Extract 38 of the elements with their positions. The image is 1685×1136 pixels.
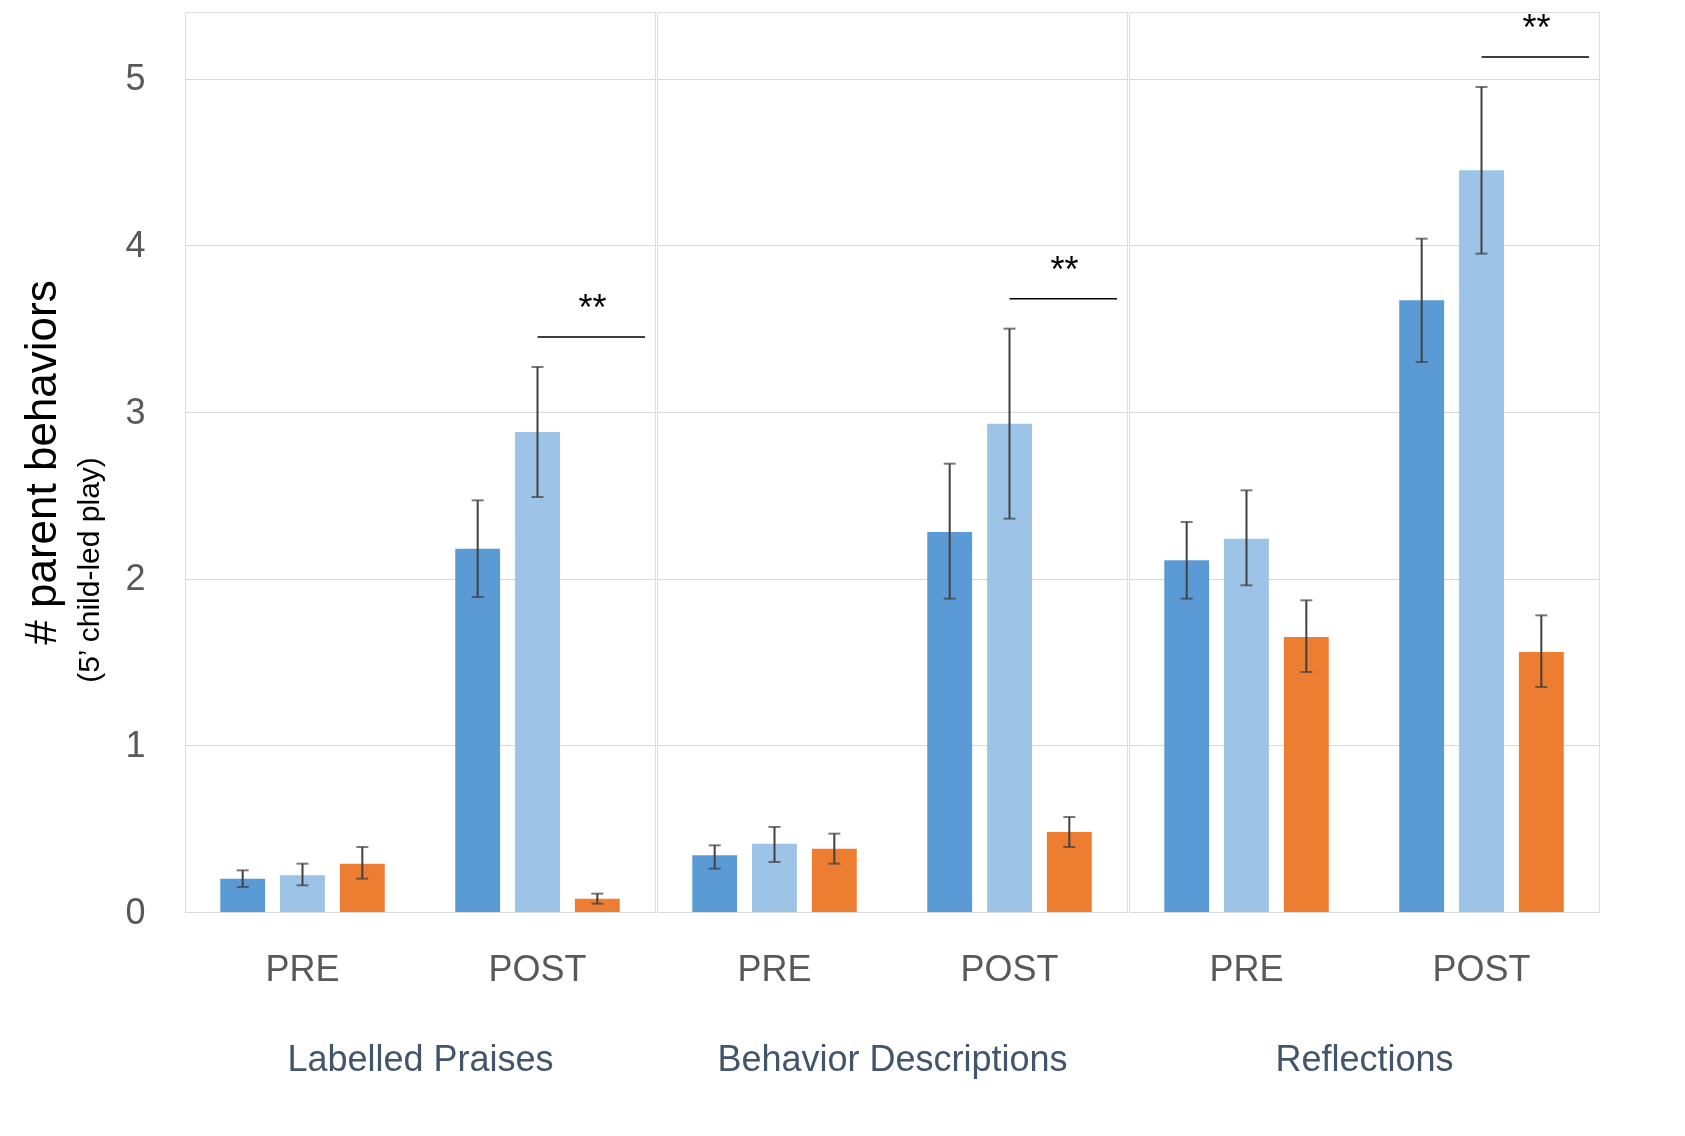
bar	[1283, 637, 1329, 912]
bar	[692, 855, 738, 912]
bar	[574, 898, 620, 912]
x-axis-title: Labelled Praises	[287, 1037, 554, 1079]
x-axis-title: Behavior Descriptions	[717, 1037, 1068, 1079]
bar	[1459, 170, 1504, 912]
y-tick-label: 5	[125, 57, 146, 99]
x-axis-title: Reflections	[1275, 1037, 1454, 1079]
bar	[1399, 300, 1445, 912]
text: (5’ child-led play)	[72, 457, 105, 683]
annotation: **	[578, 287, 607, 328]
bar	[1518, 652, 1564, 912]
x-tick-label: PRE	[1209, 947, 1284, 989]
x-tick-label: PRE	[737, 947, 812, 989]
bar	[752, 843, 797, 912]
bar	[339, 863, 385, 912]
y-tick-label: 1	[125, 723, 146, 765]
x-tick-label: POST	[960, 947, 1059, 989]
bar	[1224, 538, 1269, 912]
annotation: **	[1050, 248, 1079, 290]
bar	[1164, 560, 1210, 912]
bar	[1046, 832, 1092, 912]
y-tick-label: 4	[125, 223, 146, 265]
bar	[987, 423, 1032, 912]
y-tick-label: 0	[125, 890, 146, 932]
bar	[220, 878, 266, 912]
bar	[515, 432, 560, 912]
bar	[455, 548, 501, 912]
bar	[280, 875, 325, 912]
y-tick-label: 3	[125, 390, 146, 432]
annotation: **	[1522, 7, 1551, 48]
x-tick-label: PRE	[265, 947, 340, 989]
bar	[927, 532, 973, 912]
y-tick-label: 2	[125, 557, 146, 599]
x-tick-label: POST	[488, 947, 587, 989]
bar	[811, 848, 857, 912]
y-axis-title: # parent behaviors	[16, 280, 66, 645]
x-tick-label: POST	[1432, 947, 1531, 989]
